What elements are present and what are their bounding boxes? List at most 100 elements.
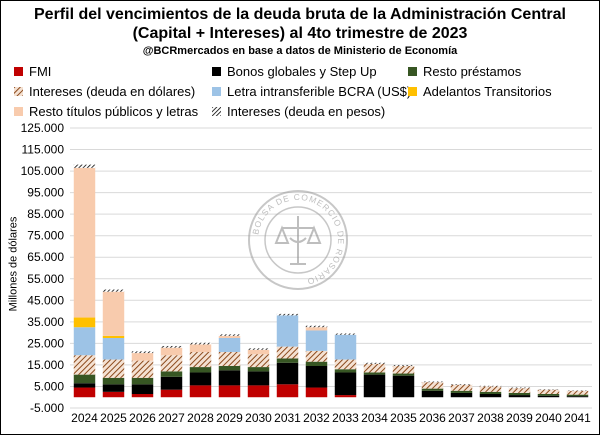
y-tick-label: 25.000 <box>27 336 64 350</box>
chart-title-line1: Perfil del vencimientos de la deuda brut… <box>34 6 566 23</box>
bar-segment <box>450 390 473 393</box>
bar-segment <box>334 372 357 396</box>
bar-segment <box>334 333 357 335</box>
bar-segment <box>102 338 125 360</box>
legend-item-resto-prestamos: Resto préstamos <box>408 64 521 79</box>
bar-segment <box>334 395 357 398</box>
x-tick-label: 2030 <box>245 411 272 425</box>
bar-segment <box>131 384 154 394</box>
y-tick-label: 125.000 <box>21 121 65 135</box>
bar-segment <box>421 382 444 389</box>
bar-segment <box>305 387 328 398</box>
bar-segment <box>276 315 299 347</box>
bar-segment <box>160 347 183 356</box>
bar-segment <box>102 359 125 378</box>
y-tick-label: 65.000 <box>27 250 64 264</box>
bar-segment <box>218 366 241 371</box>
bar-segment <box>189 342 212 345</box>
bar-segment <box>131 360 154 378</box>
bar-segment <box>247 367 270 372</box>
bar-segment <box>218 334 241 336</box>
bar-segment <box>479 386 502 392</box>
bar-segment <box>247 349 270 355</box>
bar-segment <box>102 391 125 398</box>
bar-segment <box>160 355 183 372</box>
legend-label-fmi: FMI <box>29 64 52 79</box>
bar-segment <box>247 354 270 368</box>
x-tick-label: 2029 <box>216 411 243 425</box>
chart-title-line2: (Capital + Intereses) al 4to trimestre d… <box>132 25 468 42</box>
y-tick-label: 45.000 <box>27 293 64 307</box>
legend-label-resto-titulos: Resto títulos públicos y letras <box>29 104 199 119</box>
y-tick-label: 5.000 <box>34 379 64 393</box>
x-tick-label: 2039 <box>506 411 533 425</box>
bar-segment <box>102 291 125 336</box>
bar-segment <box>73 327 96 356</box>
bar-segment <box>508 388 531 393</box>
bar-segment <box>189 367 212 373</box>
legend-label-bonos: Bonos globales y Step Up <box>227 64 377 79</box>
bar-segment <box>479 385 502 387</box>
chart-subtitle: @BCRmercados en base a datos de Minister… <box>142 45 458 57</box>
x-tick-label: 2036 <box>419 411 446 425</box>
x-tick-label: 2032 <box>303 411 330 425</box>
legend-label-intereses-dolares: Intereses (deuda en dólares) <box>29 84 196 99</box>
legend-label-letra-bcra: Letra intransferible BCRA (US$) <box>227 84 412 99</box>
x-tick-label: 2027 <box>158 411 185 425</box>
x-tick-label: 2035 <box>390 411 417 425</box>
bar-segment <box>305 325 328 328</box>
legend-label-intereses-pesos: Intereses (deuda en pesos) <box>227 104 386 119</box>
bar-segment <box>392 365 415 366</box>
bar-segment <box>276 346 299 359</box>
bar-segment <box>392 366 415 374</box>
bar-segment <box>479 391 502 394</box>
bar-segment <box>305 350 328 362</box>
bar-segment <box>276 313 299 316</box>
bar-segment <box>131 351 154 354</box>
legend-label-resto-prestamos: Resto préstamos <box>423 64 522 79</box>
bar-segment <box>218 338 241 352</box>
bar-segment <box>479 394 502 398</box>
bar-segment <box>102 289 125 292</box>
bar-segment <box>131 394 154 398</box>
bar-segment <box>160 371 183 377</box>
bar-segment <box>508 387 531 389</box>
bar-segment <box>363 374 386 398</box>
x-tick-label: 2026 <box>129 411 156 425</box>
bar-segment <box>334 359 357 370</box>
legend-swatch-adelantos <box>408 87 417 96</box>
bar-segment <box>73 387 96 398</box>
y-tick-label: 115.000 <box>22 143 65 157</box>
bcr-seal-watermark: BOLSA DE COMERCIO DE ROSARIO <box>248 190 348 290</box>
bar-segment <box>73 317 96 328</box>
bar-segment <box>392 375 415 398</box>
bar-segment <box>537 394 560 396</box>
bar-segment <box>392 373 415 376</box>
x-axis-ticks: 2024 2025 2026 2027 2028 2029 2030 2031 2032 2033… <box>71 411 591 425</box>
y-axis-ticks: -5.000 5.000 15.000 25.000 35.000 45.000 55.00… <box>21 121 65 415</box>
y-tick-label: -5.000 <box>30 401 64 415</box>
bars-group <box>73 164 589 398</box>
y-tick-label: 105.000 <box>21 164 65 178</box>
bar-segment <box>131 353 154 361</box>
bar-segment <box>189 352 212 368</box>
x-tick-label: 2041 <box>564 411 591 425</box>
x-tick-label: 2025 <box>100 411 127 425</box>
legend-swatch-letra-bcra <box>212 87 221 96</box>
bar-segment <box>218 335 241 338</box>
bar-segment <box>566 390 589 395</box>
bar-segment <box>102 377 125 385</box>
bar-segment <box>450 384 473 385</box>
legend-item-letra-bcra: Letra intransferible BCRA (US$) <box>212 84 411 99</box>
bar-segment <box>218 385 241 398</box>
bar-segment <box>363 363 386 373</box>
bar-segment <box>189 372 212 386</box>
bar-segment <box>189 385 212 398</box>
bar-segment <box>421 390 444 398</box>
y-tick-label: 85.000 <box>27 207 64 221</box>
bar-segment <box>102 384 125 392</box>
x-tick-label: 2033 <box>332 411 359 425</box>
bar-segment <box>160 389 183 398</box>
bar-segment <box>305 330 328 351</box>
bar-segment <box>566 396 589 398</box>
